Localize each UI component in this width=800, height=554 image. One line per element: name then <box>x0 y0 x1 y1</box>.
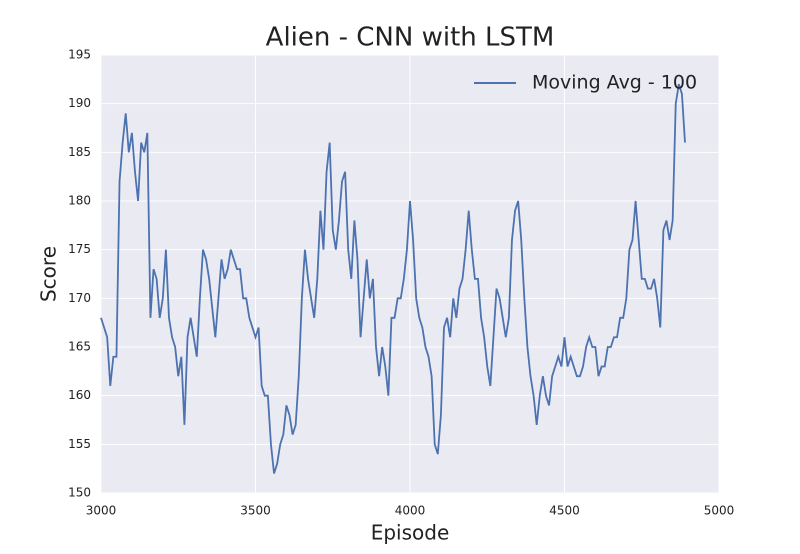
y-tick-label: 175 <box>68 242 91 256</box>
y-tick-label: 165 <box>68 340 91 354</box>
y-tick-label: 195 <box>68 48 91 62</box>
x-tick-label: 4000 <box>395 504 426 518</box>
x-tick-label: 5000 <box>704 504 735 518</box>
legend-label: Moving Avg - 100 <box>532 72 697 94</box>
x-tick-label: 4500 <box>549 504 580 518</box>
y-tick-label: 185 <box>68 145 91 159</box>
y-tick-label: 180 <box>68 194 91 208</box>
y-tick-label: 155 <box>68 437 91 451</box>
x-tick-label: 3500 <box>240 504 271 518</box>
y-tick-label: 170 <box>68 291 91 305</box>
y-tick-label: 160 <box>68 388 91 402</box>
x-tick-label: 3000 <box>86 504 117 518</box>
data-line <box>100 83 686 474</box>
y-tick-label: 190 <box>68 96 91 110</box>
chart-title: Alien - CNN with LSTM <box>266 23 555 53</box>
y-axis-label: Score <box>37 246 61 302</box>
y-tick-label: 150 <box>68 486 91 500</box>
x-axis-label: Episode <box>371 521 450 545</box>
